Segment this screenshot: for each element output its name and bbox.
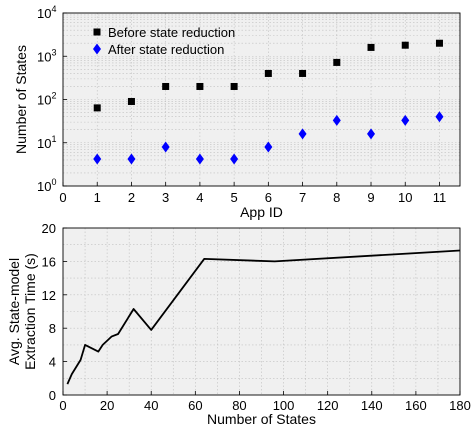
plot-frame [62, 227, 461, 396]
x-tick-label: 140 [361, 398, 383, 413]
x-tick-label: 6 [265, 190, 272, 205]
y-tick-label: 20 [42, 221, 56, 236]
data-point-after [230, 153, 239, 165]
x-tick-label: 9 [367, 190, 374, 205]
x-tick-label: 0 [59, 398, 66, 413]
data-point-after [298, 128, 307, 140]
y-tick-label: 12 [42, 288, 56, 303]
y-tick-label: 103 [37, 47, 56, 64]
y-tick-label: 100 [37, 177, 56, 194]
data-point-before [333, 58, 341, 66]
y-tick-label: 16 [42, 254, 56, 269]
data-point-before [162, 82, 170, 90]
y-axis-label: Number of States [13, 45, 29, 154]
x-axis-label: Number of States [207, 411, 316, 427]
x-axis-label: App ID [240, 204, 283, 220]
data-point-before [264, 69, 272, 77]
data-point-after [332, 114, 341, 126]
x-tick-label: 7 [299, 190, 306, 205]
y-axis-label: Avg. State-modelExtraction Time (s) [6, 253, 38, 370]
data-point-before [127, 97, 135, 105]
data-point-after [161, 141, 170, 153]
data-point-before [196, 82, 204, 90]
data-point-after [127, 153, 136, 165]
data-point-before [93, 104, 101, 112]
x-tick-label: 1 [94, 190, 101, 205]
x-tick-label: 40 [144, 398, 158, 413]
x-tick-label: 100 [273, 398, 295, 413]
extraction-time-chart: 0 20 40 60 80 100 120 140 160 180 0 4 8 12 16 20 Number … [6, 221, 471, 427]
x-tick-label: 8 [333, 190, 340, 205]
x-tick-label: 2 [128, 190, 135, 205]
x-tick-label: 60 [188, 398, 202, 413]
x-tick-label: 5 [231, 190, 238, 205]
series-line [66, 249, 461, 385]
y-tick-label: 8 [49, 321, 56, 336]
legend-marker-before [93, 28, 101, 36]
x-tick-label: 20 [100, 398, 114, 413]
data-point-after [367, 128, 376, 140]
data-point-after [93, 153, 102, 165]
y-tick-label: 104 [37, 4, 56, 21]
data-point-after [195, 153, 204, 165]
data-point-before [367, 43, 375, 51]
x-tick-label: 3 [162, 190, 169, 205]
data-point-after [401, 114, 410, 126]
legend-marker-after [93, 43, 101, 55]
data-point-before [435, 39, 443, 47]
y-tick-label: 102 [37, 91, 56, 108]
y-tick-label: 4 [49, 355, 56, 370]
x-tick-label: 4 [196, 190, 203, 205]
data-point-before [401, 41, 409, 49]
data-point-after [264, 141, 273, 153]
x-tick-label: 10 [398, 190, 412, 205]
x-tick-label: 120 [317, 398, 339, 413]
data-point-before [299, 69, 307, 77]
x-tick-label: 180 [449, 398, 471, 413]
states-per-app-chart: 0 1 2 3 4 5 6 7 8 9 10 11 100 101 102 103 104 App ID Numbe… [13, 4, 461, 220]
y-tick-label: 101 [37, 134, 56, 151]
x-tick-label: 80 [232, 398, 246, 413]
legend-label: After state reduction [108, 42, 224, 57]
x-tick-label: 160 [405, 398, 427, 413]
x-tick-label: 11 [433, 190, 447, 205]
data-point-after [435, 111, 444, 123]
y-tick-label: 0 [49, 388, 56, 403]
x-tick-label: 0 [59, 190, 66, 205]
legend-label: Before state reduction [108, 25, 235, 40]
plot-area [63, 228, 460, 395]
data-point-before [230, 82, 238, 90]
